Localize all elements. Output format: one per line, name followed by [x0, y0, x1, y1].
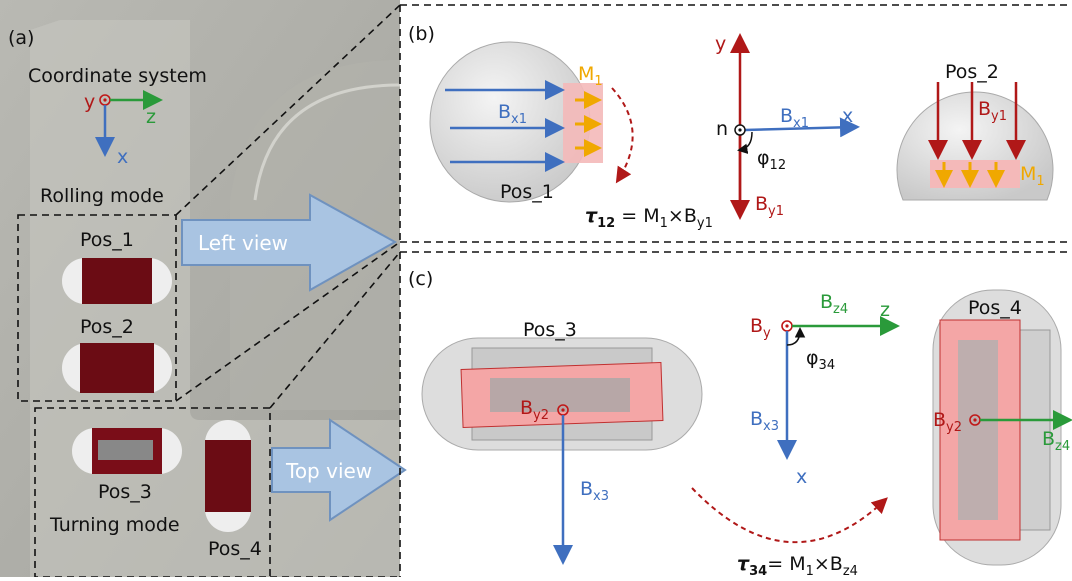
panel-c: Pos_3 By2 Bx3 By Bz4 z φ34 Bx3 x τ34= M1… — [400, 252, 1072, 577]
axis-label: x — [796, 466, 807, 488]
label-base: B — [978, 98, 991, 120]
axis-label: x — [117, 146, 128, 168]
axis-label: y — [84, 91, 95, 113]
equation: τ12 = M1×By1 — [585, 205, 713, 231]
eq-part: 34 — [749, 564, 767, 577]
text: Left view — [198, 231, 288, 255]
text: Top view — [285, 459, 372, 483]
label-base: B — [820, 291, 833, 313]
label-base: B — [1042, 428, 1055, 450]
text: Pos_1 — [500, 181, 554, 203]
axis-label: z — [880, 299, 890, 321]
eq-part: 1 — [806, 564, 814, 577]
eq-part: 1 — [660, 216, 668, 231]
eq-part: z4 — [843, 564, 858, 577]
label-sub: z4 — [1055, 439, 1070, 454]
angle-label: φ12 — [757, 147, 786, 173]
panel-label: (b) — [408, 23, 435, 45]
label-sub: 1 — [1036, 174, 1044, 189]
eq-part: τ — [737, 553, 750, 575]
text: Pos_4 — [968, 297, 1022, 319]
label-sub: y2 — [946, 420, 962, 435]
panel-b: M1 Bx1 Pos_1 τ12 = M1×By1 y n Bx1 x φ12 … — [400, 5, 1072, 242]
text: Pos_1 — [80, 229, 134, 251]
axis-label: n — [716, 118, 728, 140]
label-sub: 12 — [770, 158, 787, 173]
label-base: M — [1020, 163, 1036, 185]
eq-part: = M — [767, 553, 805, 575]
label-base: B — [580, 478, 593, 500]
axis-label: Bx1 — [780, 105, 809, 131]
eq-part: 12 — [597, 216, 615, 231]
axis-label: y — [715, 33, 726, 55]
panel-label: (a) — [8, 27, 34, 49]
photo-panel: (a) Coordinate system y z x Rolling mode… — [0, 0, 405, 577]
label-base: φ — [806, 347, 819, 369]
label-sub: y1 — [991, 109, 1007, 124]
text: Pos_4 — [208, 538, 262, 560]
label-base: B — [520, 397, 533, 419]
axis-label: Bx3 — [750, 408, 779, 434]
axis-label: Bz4 — [820, 291, 848, 317]
label-base: φ — [757, 147, 770, 169]
label-base: M — [578, 63, 594, 85]
label-sub: x1 — [793, 116, 809, 131]
axis-label: z — [146, 106, 156, 128]
axis-label: By1 — [755, 193, 784, 219]
text: Pos_3 — [523, 319, 577, 341]
label-base: B — [780, 105, 793, 127]
label-sub: y2 — [533, 408, 549, 423]
label: Bx3 — [580, 478, 609, 504]
text: Pos_3 — [98, 481, 152, 503]
label-sub: x3 — [593, 489, 609, 504]
axis-label: By — [750, 315, 771, 341]
text: Pos_2 — [80, 316, 134, 338]
equation: τ34= M1×Bz4 — [737, 553, 858, 577]
text: Pos_2 — [945, 61, 999, 83]
label-sub: 34 — [819, 358, 836, 373]
label-base: B — [755, 193, 768, 215]
label-base: B — [933, 409, 946, 431]
panel-label: (c) — [408, 268, 433, 290]
figure: (a) Coordinate system y z x Rolling mode… — [0, 0, 1072, 577]
label-sub: x3 — [763, 419, 779, 434]
label-sub: x1 — [511, 112, 527, 127]
label-sub: y1 — [768, 204, 784, 219]
text: Coordinate system — [28, 65, 207, 87]
label-sub: 1 — [594, 74, 602, 89]
eq-part: τ — [585, 205, 598, 227]
eq-part: ×B — [814, 553, 843, 575]
label-base: B — [498, 101, 511, 123]
label-base: B — [750, 315, 763, 337]
eq-part: ×B — [668, 205, 697, 227]
label-base: B — [750, 408, 763, 430]
label-sub: z4 — [833, 302, 848, 317]
eq-part: = M — [615, 205, 659, 227]
text: Rolling mode — [40, 185, 164, 207]
angle-label: φ34 — [806, 347, 835, 373]
text: Turning mode — [49, 514, 180, 536]
label-sub: y — [763, 326, 771, 341]
eq-part: y1 — [697, 216, 713, 231]
axis-label: x — [842, 105, 853, 127]
